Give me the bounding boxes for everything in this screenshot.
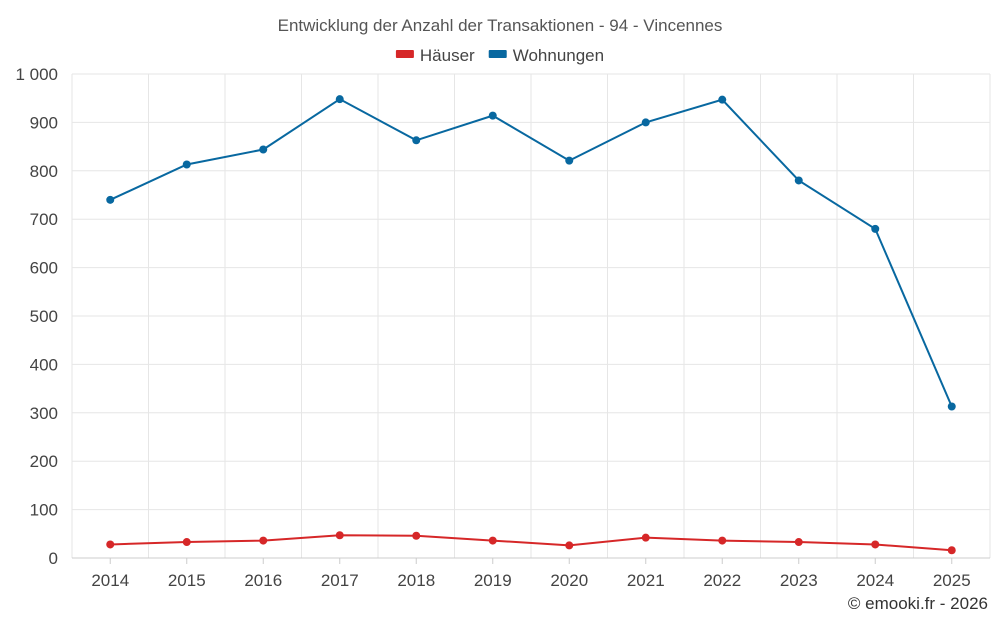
- data-point-wohnungen: [182, 160, 191, 169]
- y-tick-label: 400: [30, 355, 58, 374]
- series-line-haeuser: [110, 534, 952, 552]
- x-tick-label: 2020: [550, 571, 588, 590]
- series-layer: [106, 95, 956, 555]
- data-point-wohnungen: [641, 118, 650, 127]
- data-point-wohnungen: [106, 195, 115, 204]
- x-tick-label: 2017: [321, 571, 359, 590]
- x-tick-label: 2014: [91, 571, 129, 590]
- series-line-wohnungen: [109, 98, 953, 407]
- y-tick-label: 0: [49, 549, 58, 568]
- x-tick-label: 2023: [780, 571, 818, 590]
- data-point-wohnungen: [947, 402, 956, 411]
- data-point-haeuser: [871, 540, 880, 549]
- data-point-haeuser: [182, 538, 191, 547]
- data-point-wohnungen: [335, 95, 344, 104]
- x-tick-label: 2015: [168, 571, 206, 590]
- series-haeuser: [106, 531, 956, 555]
- data-point-haeuser: [794, 538, 803, 547]
- legend-swatch-wohnungen: [488, 50, 507, 58]
- y-tick-label: 200: [30, 452, 58, 471]
- x-tick-label: 2024: [856, 571, 894, 590]
- data-point-wohnungen: [565, 156, 574, 165]
- data-point-haeuser: [718, 536, 727, 545]
- grid: [71, 73, 991, 558]
- axes: 0 100 200 300 400 500 600 700 800 900 1 000 2014 201…: [15, 65, 990, 590]
- legend-label-haeuser: Häuser: [420, 46, 475, 65]
- data-point-haeuser: [565, 541, 574, 550]
- y-tick-label: 500: [30, 307, 58, 326]
- y-tick-label: 1 000: [15, 65, 58, 84]
- data-point-wohnungen: [871, 224, 880, 233]
- y-tick-label: 900: [30, 113, 58, 132]
- credit-text: © emooki.fr - 2026: [848, 594, 988, 613]
- x-tick-label: 2021: [627, 571, 665, 590]
- y-tick-label: 600: [30, 259, 58, 278]
- x-tick-label: 2018: [397, 571, 435, 590]
- x-tick-label: 2025: [933, 571, 971, 590]
- y-tick-label: 800: [30, 162, 58, 181]
- x-tick-label: 2022: [703, 571, 741, 590]
- data-point-wohnungen: [259, 145, 268, 154]
- data-point-haeuser: [412, 531, 421, 540]
- data-point-haeuser: [259, 536, 268, 545]
- y-tick-label: 300: [30, 404, 58, 423]
- data-point-haeuser: [335, 531, 344, 540]
- data-point-haeuser: [947, 546, 956, 555]
- y-tick-label: 100: [30, 501, 58, 520]
- x-tick-label: 2019: [474, 571, 512, 590]
- data-point-wohnungen: [488, 111, 497, 120]
- series-wohnungen: [106, 95, 956, 411]
- data-point-wohnungen: [718, 95, 727, 104]
- legend-swatch-haeuser: [395, 50, 414, 58]
- data-point-wohnungen: [412, 136, 421, 145]
- legend: Häuser Wohnungen: [395, 46, 604, 65]
- data-point-haeuser: [106, 540, 115, 549]
- y-tick-label: 700: [30, 210, 58, 229]
- legend-label-wohnungen: Wohnungen: [513, 46, 604, 65]
- data-point-haeuser: [641, 533, 650, 542]
- x-tick-label: 2016: [244, 571, 282, 590]
- chart-title: Entwicklung der Anzahl der Transaktionen…: [278, 16, 723, 35]
- data-point-haeuser: [488, 536, 497, 545]
- data-point-wohnungen: [794, 176, 803, 185]
